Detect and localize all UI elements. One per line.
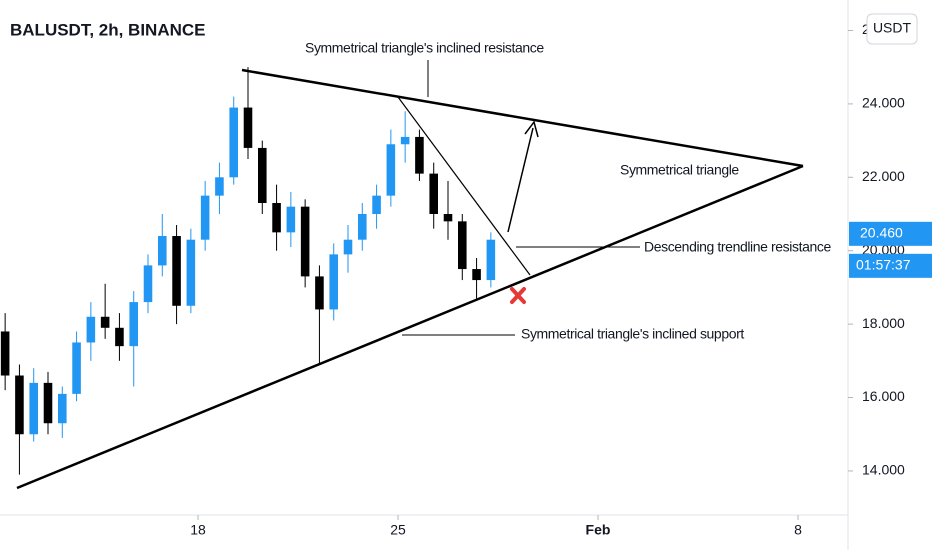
candle-body	[429, 173, 438, 215]
candle-body	[0, 331, 10, 376]
candle-body	[315, 276, 324, 310]
x-tick-label: Feb	[586, 522, 611, 538]
x-tick-label: 8	[794, 522, 802, 538]
candle-body	[286, 206, 296, 233]
annotation: Symmetrical triangle's inclined resistan…	[305, 40, 544, 56]
invalid-mark	[510, 287, 526, 304]
y-tick-label: 16.000	[862, 388, 905, 404]
x-tick-label: 25	[390, 522, 406, 538]
candle-body	[258, 147, 267, 203]
chart-title: BALUSDT, 2h, BINANCE	[10, 20, 206, 39]
candle-body	[158, 236, 167, 266]
candle-body	[486, 239, 496, 281]
candle-body	[329, 254, 338, 310]
y-tick-label: 22.000	[862, 168, 905, 184]
candle-body	[215, 177, 224, 196]
candle-body	[86, 316, 96, 343]
candle-body	[115, 327, 124, 347]
candle-body	[15, 375, 24, 435]
y-tick-label: 14.000	[862, 462, 905, 478]
candle-body	[143, 265, 153, 303]
candle-body	[458, 221, 467, 270]
resistance-line	[241, 68, 804, 168]
candle-body	[43, 382, 53, 424]
candle-body	[72, 342, 81, 394]
y-tick-label: 18.000	[862, 315, 905, 331]
candle-body	[343, 239, 353, 255]
candle-body	[300, 206, 310, 277]
annotation: Symmetrical triangle	[620, 162, 739, 178]
candle-body	[186, 239, 196, 306]
candle-body	[243, 107, 253, 148]
breakout-arrow	[507, 127, 534, 233]
candle-body	[472, 269, 481, 281]
candle-body	[386, 144, 396, 196]
candle-body	[372, 195, 381, 215]
countdown-label: 01:57:37	[856, 257, 911, 273]
descending-trendline	[397, 96, 531, 276]
currency-button[interactable]	[866, 13, 918, 45]
countdown-tag	[849, 253, 932, 278]
currency-button-label[interactable]: USDT	[873, 20, 912, 36]
candle-body	[129, 302, 138, 347]
candle-body	[200, 195, 210, 240]
candle-body	[400, 136, 410, 145]
y-tick-label: 24.000	[862, 95, 905, 111]
candle-body	[172, 236, 181, 306]
plot-area	[0, 67, 496, 475]
candle-body	[100, 316, 110, 328]
arrow-head	[524, 120, 539, 138]
candle-body	[58, 393, 67, 424]
support-line	[16, 164, 804, 490]
last-price-tag	[849, 221, 932, 246]
candle-body	[29, 382, 38, 435]
annotation: Descending trendline resistance	[644, 239, 831, 255]
last-price-label: 20.460	[860, 225, 903, 241]
drawings: Symmetrical triangle's inclined resistan…	[16, 40, 832, 490]
candle-body	[415, 136, 424, 174]
candle-body	[272, 202, 281, 233]
annotation: Symmetrical triangle's inclined support	[521, 326, 744, 342]
candle-body	[358, 214, 367, 240]
candle-body	[443, 214, 453, 222]
candle-body	[229, 107, 238, 178]
x-tick-label: 18	[190, 522, 206, 538]
